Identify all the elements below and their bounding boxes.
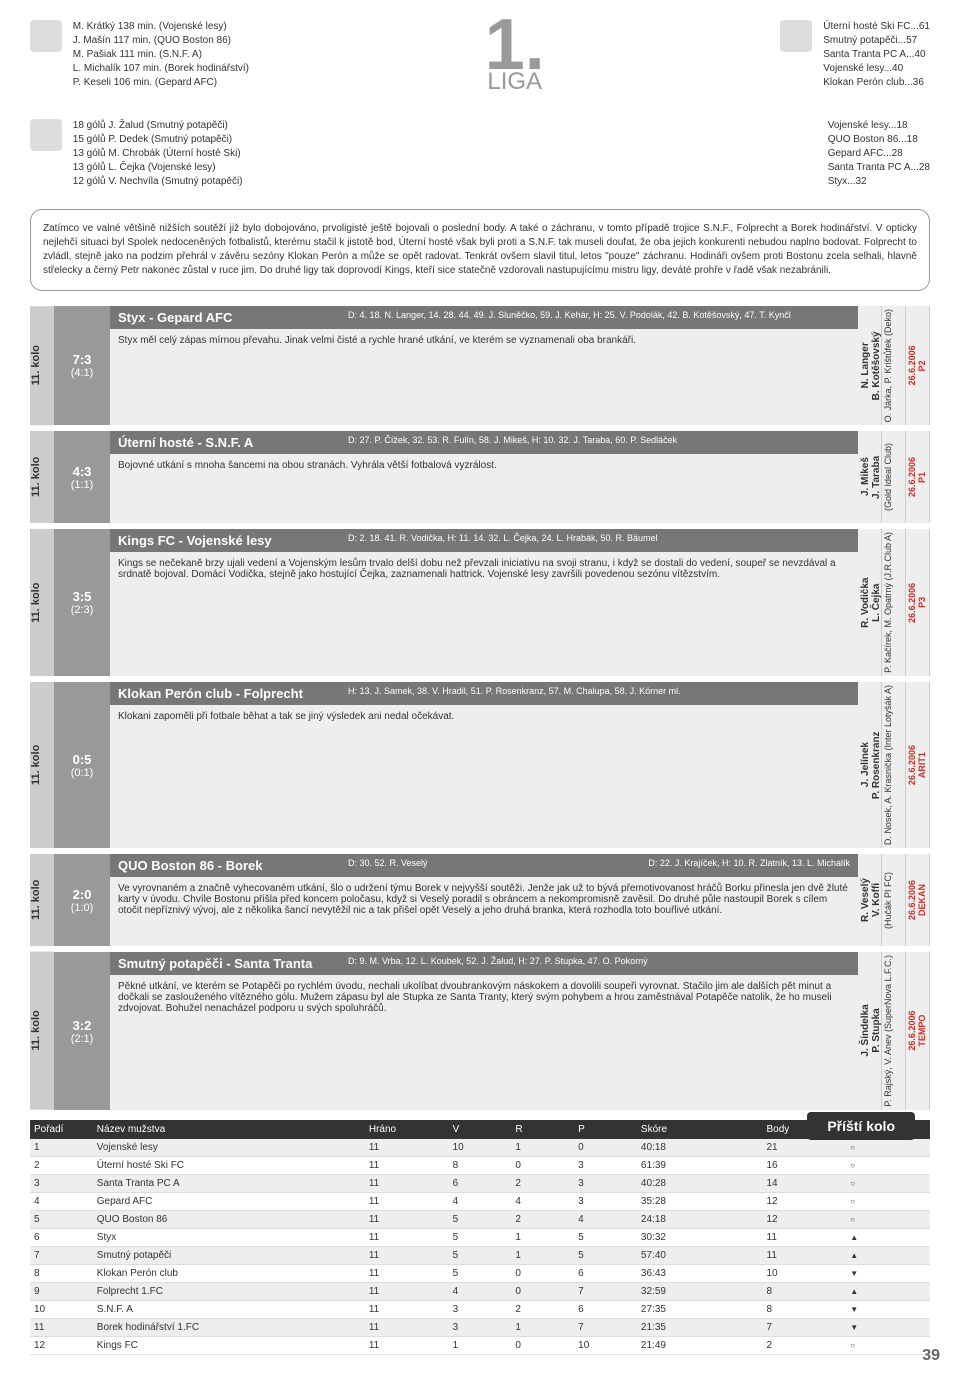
match-details: D: 9. M. Vrba, 12. L. Koubek, 52. J. Žal… [348, 956, 850, 971]
match-details: H: 13. J. Samek, 38. V. Hradil, 51. P. R… [348, 686, 850, 701]
score: 3:2(2:1) [54, 952, 110, 1110]
match-title: Styx - Gepard AFC [118, 310, 348, 325]
team-icon [780, 20, 812, 52]
ball-icon [30, 119, 62, 151]
match-description: Ve vyrovnaném a značně vyhecovaném utkán… [110, 877, 858, 946]
top-left-stats: M. Krátký 138 min. (Vojenské lesy)J. Maš… [30, 20, 249, 99]
match-title: Kings FC - Vojenské lesy [118, 533, 348, 548]
score: 3:5(2:3) [54, 529, 110, 676]
table-row: 2Úterní hosté Ski FC1180361:3916○ [30, 1156, 930, 1174]
referee: (Hučák PI FC) [882, 854, 906, 946]
player1: J. JelínekP. Rosenkranz [858, 682, 882, 848]
match-date: 26.6.2006P1 [906, 431, 930, 523]
match-description: Klokani zapoměli při fotbale běhat a tak… [110, 705, 858, 848]
score: 7:3(4:1) [54, 306, 110, 425]
match-row: 11. kolo 2:0(1:0) QUO Boston 86 - Borek … [30, 854, 930, 946]
table-row: 3Santa Tranta PC A1162340:2814○ [30, 1174, 930, 1192]
table-header: Skóre [637, 1120, 763, 1139]
match-row: 11. kolo 7:3(4:1) Styx - Gepard AFC D: 4… [30, 306, 930, 425]
match-details: D: 30. 52. R. VeselýD: 22. J. Krajíček, … [348, 858, 850, 873]
player1: R. VodičkaL. Čejka [858, 529, 882, 676]
table-row: 6Styx1151530:3211▲ [30, 1228, 930, 1246]
match-date: 26.6.2006ARIT1 [906, 682, 930, 848]
table-row: 1Vojenské lesy11101040:1821○ [30, 1139, 930, 1157]
match-title: Klokan Perón club - Folprecht [118, 686, 348, 701]
mid-right-stats: Vojenské lesy...18QUO Boston 86...18Gepa… [828, 119, 930, 189]
table-header: V [449, 1120, 512, 1139]
table-row: 12Kings FC11101021:492○ [30, 1336, 930, 1354]
header: M. Krátký 138 min. (Vojenské lesy)J. Maš… [30, 20, 930, 99]
match-description: Styx měl celý zápas mírnou převahu. Jina… [110, 329, 858, 425]
match-details: D: 2. 18. 41. R. Vodička, H: 11. 14. 32.… [348, 533, 850, 548]
round-label: 11. kolo [30, 682, 54, 848]
page-number: 39 [922, 1347, 940, 1365]
table-row: 7Smutný potapěči1151557:4011▲ [30, 1246, 930, 1264]
match-date: 26.6.2006TEMPO [906, 952, 930, 1110]
match-date: 26.6.2006P2 [906, 306, 930, 425]
match-description: Pěkné utkání, ve kterém se Potapěči po r… [110, 975, 858, 1110]
match-row: 11. kolo 0:5(0:1) Klokan Perón club - Fo… [30, 682, 930, 848]
round-label: 11. kolo [30, 854, 54, 946]
header-row2: 18 gólů J. Žalud (Smutný potapěči)15 gól… [30, 119, 930, 189]
player1: J. MikešJ. Taraba [858, 431, 882, 523]
referee: P. Rajský, V. Anev (SuperNova L.F.C.) [882, 952, 906, 1110]
match-sidebar: R. VodičkaL. Čejka P. Kačírek, M. Opatrn… [858, 529, 930, 676]
match-sidebar: J. MikešJ. Taraba (Gold Ideal Club) 26.6… [858, 431, 930, 523]
match-description: Bojovné utkání s mnoha šancemi na obou s… [110, 454, 858, 523]
match-details: D: 4. 18. N. Langer, 14. 28. 44. 49. J. … [348, 310, 850, 325]
match-date: 26.6.2006DEKAN [906, 854, 930, 946]
summary-text: Zatímco ve valné většině nižších soutěží… [30, 209, 930, 291]
round-label: 11. kolo [30, 529, 54, 676]
round-label: 11. kolo [30, 952, 54, 1110]
match-details: D: 27. P. Čížek, 32. 53. R. Fulín, 58. J… [348, 435, 850, 450]
match-row: 11. kolo 3:5(2:3) Kings FC - Vojenské le… [30, 529, 930, 676]
next-round-badge: Příští kolo [807, 1112, 915, 1140]
score: 2:0(1:0) [54, 854, 110, 946]
scorers: 18 gólů J. Žalud (Smutný potapěči)15 gól… [30, 119, 243, 189]
table-header: R [511, 1120, 574, 1139]
match-sidebar: J. JelínekP. Rosenkranz D. Nosek, A. Kra… [858, 682, 930, 848]
match-row: 11. kolo 4:3(1:1) Úterní hosté - S.N.F. … [30, 431, 930, 523]
table-header: P [574, 1120, 637, 1139]
player1: R. VeselýV. Koffi [858, 854, 882, 946]
score: 0:5(0:1) [54, 682, 110, 848]
player-icon [30, 20, 62, 52]
table-row: 8Klokan Perón club1150636:4310▼ [30, 1264, 930, 1282]
table-row: 9Folprecht 1.FC1140732:598▲ [30, 1282, 930, 1300]
match-date: 26.6.2006P3 [906, 529, 930, 676]
score: 4:3(1:1) [54, 431, 110, 523]
league-title: 1. LIGA [485, 20, 545, 99]
round-label: 11. kolo [30, 431, 54, 523]
player1: J. ŠindelkaP. Stupka [858, 952, 882, 1110]
top-right-stats: Úterní hosté Ski FC...61Smutný potapěči.… [780, 20, 930, 99]
standings-table: PořadíNázev mužstvaHránoVRPSkóreBodyPosu… [30, 1120, 930, 1355]
table-header: Hráno [365, 1120, 449, 1139]
match-sidebar: N. LangerB. Kotěšovský O. Járka, P. Kriš… [858, 306, 930, 425]
table-header: Pořadí [30, 1120, 93, 1139]
league-label: LIGA [485, 65, 545, 99]
referee: P. Kačírek, M. Opatrný (J.R.Club A) [882, 529, 906, 676]
league-number: 1. [485, 20, 545, 70]
referee: D. Nosek, A. Krasnička (Inter Lotyšák A) [882, 682, 906, 848]
match-description: Kings se nečekaně brzy ujali vedení a Vo… [110, 552, 858, 676]
match-sidebar: J. ŠindelkaP. Stupka P. Rajský, V. Anev … [858, 952, 930, 1110]
referee: (Gold Ideal Club) [882, 431, 906, 523]
table-row: 10S.N.F. A1132627:358▼ [30, 1300, 930, 1318]
player1: N. LangerB. Kotěšovský [858, 306, 882, 425]
referee: O. Járka, P. Krištůfek (Deko) [882, 306, 906, 425]
table-row: 4Gepard AFC1144335:2812○ [30, 1192, 930, 1210]
round-label: 11. kolo [30, 306, 54, 425]
table-header: Název mužstva [93, 1120, 365, 1139]
table-row: 5QUO Boston 861152424:1812○ [30, 1210, 930, 1228]
table-row: 11Borek hodinářství 1.FC1131721:357▼ [30, 1318, 930, 1336]
match-title: Úterní hosté - S.N.F. A [118, 435, 348, 450]
match-title: QUO Boston 86 - Borek [118, 858, 348, 873]
match-row: 11. kolo 3:2(2:1) Smutný potapěči - Sant… [30, 952, 930, 1110]
match-title: Smutný potapěči - Santa Tranta [118, 956, 348, 971]
match-sidebar: R. VeselýV. Koffi (Hučák PI FC) 26.6.200… [858, 854, 930, 946]
